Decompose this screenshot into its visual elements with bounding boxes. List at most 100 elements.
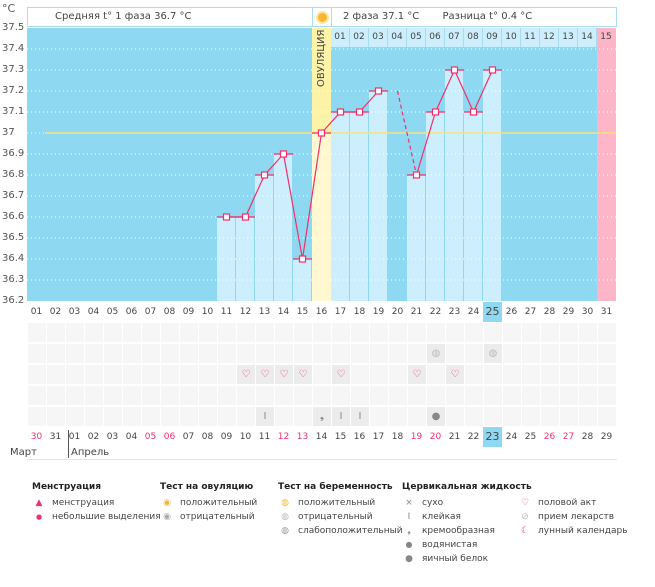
- calendar-date[interactable]: 31: [49, 432, 62, 442]
- heart-icon[interactable]: ♡: [332, 365, 350, 384]
- cycle-day[interactable]: 31: [600, 307, 613, 317]
- mark-cell[interactable]: [579, 386, 597, 405]
- mark-cell[interactable]: [85, 365, 103, 384]
- mark-cell[interactable]: [47, 407, 65, 426]
- mark-cell[interactable]: [142, 386, 160, 405]
- mark-cell[interactable]: [104, 386, 122, 405]
- mark-cell[interactable]: [446, 386, 464, 405]
- calendar-date[interactable]: 11: [258, 432, 271, 442]
- mark-cell[interactable]: [218, 386, 236, 405]
- mark-cell[interactable]: [123, 386, 141, 405]
- cycle-day[interactable]: 10: [201, 307, 214, 317]
- calendar-date[interactable]: 06: [163, 432, 176, 442]
- mark-cell[interactable]: [161, 407, 179, 426]
- mark-cell[interactable]: [161, 386, 179, 405]
- cycle-day[interactable]: 01: [30, 307, 43, 317]
- cycle-day[interactable]: 14: [277, 307, 290, 317]
- mark-cell[interactable]: [465, 323, 483, 342]
- mark-cell[interactable]: [560, 407, 578, 426]
- cycle-day[interactable]: 07: [144, 307, 157, 317]
- cycle-day[interactable]: 24: [467, 307, 480, 317]
- calendar-date[interactable]: 15: [334, 432, 347, 442]
- mark-cell[interactable]: [28, 386, 46, 405]
- mark-cell[interactable]: [427, 323, 445, 342]
- cycle-day[interactable]: 12: [239, 307, 252, 317]
- cycle-day[interactable]: 15: [296, 307, 309, 317]
- calendar-date[interactable]: 29: [600, 432, 613, 442]
- mark-cell[interactable]: [199, 407, 217, 426]
- mark-cell[interactable]: [104, 344, 122, 363]
- mark-cell[interactable]: [123, 323, 141, 342]
- mark-cell[interactable]: [85, 407, 103, 426]
- mark-cell[interactable]: [541, 323, 559, 342]
- mark-cell[interactable]: [294, 323, 312, 342]
- mark-cell[interactable]: [370, 407, 388, 426]
- mark-cell[interactable]: [66, 344, 84, 363]
- mark-cell[interactable]: [66, 323, 84, 342]
- heart-icon[interactable]: ♡: [256, 365, 274, 384]
- mark-cell[interactable]: [560, 386, 578, 405]
- mark-cell[interactable]: [351, 386, 369, 405]
- mark-cell[interactable]: [294, 344, 312, 363]
- mark-cell[interactable]: [484, 386, 502, 405]
- cycle-day[interactable]: 06: [125, 307, 138, 317]
- mark-cell[interactable]: [123, 407, 141, 426]
- mark-cell[interactable]: [85, 344, 103, 363]
- mark-cell[interactable]: [237, 386, 255, 405]
- mark-cell[interactable]: [541, 386, 559, 405]
- calendar-date[interactable]: 09: [220, 432, 233, 442]
- heart-icon[interactable]: ♡: [408, 365, 426, 384]
- mark-cell[interactable]: [218, 365, 236, 384]
- mark-cell[interactable]: [275, 344, 293, 363]
- mark-cell[interactable]: [598, 365, 616, 384]
- mark-cell[interactable]: [446, 323, 464, 342]
- mark-cell[interactable]: [218, 323, 236, 342]
- mark-cell[interactable]: [541, 344, 559, 363]
- mark-cell[interactable]: [351, 344, 369, 363]
- cycle-day[interactable]: 30: [581, 307, 594, 317]
- mark-cell[interactable]: [389, 386, 407, 405]
- mark-cell[interactable]: [465, 386, 483, 405]
- mark-cell[interactable]: [28, 365, 46, 384]
- mark-cell[interactable]: [465, 365, 483, 384]
- mark-cell[interactable]: [579, 365, 597, 384]
- cycle-day[interactable]: 05: [106, 307, 119, 317]
- mark-cell[interactable]: [370, 386, 388, 405]
- mark-cell[interactable]: [446, 407, 464, 426]
- mark-cell[interactable]: [408, 407, 426, 426]
- mark-cell[interactable]: [313, 323, 331, 342]
- mark-cell[interactable]: [579, 407, 597, 426]
- mark-cell[interactable]: [85, 323, 103, 342]
- mark-cell[interactable]: [484, 323, 502, 342]
- mark-cell[interactable]: [256, 386, 274, 405]
- calendar-date[interactable]: 04: [125, 432, 138, 442]
- calendar-date[interactable]: 22: [467, 432, 480, 442]
- calendar-date[interactable]: 19: [410, 432, 423, 442]
- mark-cell[interactable]: [389, 323, 407, 342]
- cycle-day[interactable]: 02: [49, 307, 62, 317]
- mark-cell[interactable]: [218, 344, 236, 363]
- calendar-date[interactable]: 02: [87, 432, 100, 442]
- mark-cell[interactable]: [408, 344, 426, 363]
- cycle-day[interactable]: 28: [543, 307, 556, 317]
- cycle-day[interactable]: 09: [182, 307, 195, 317]
- mark-cell[interactable]: [522, 386, 540, 405]
- mark-cell[interactable]: [427, 386, 445, 405]
- cycle-day[interactable]: 08: [163, 307, 176, 317]
- mark-cell[interactable]: [47, 344, 65, 363]
- calendar-date[interactable]: 08: [201, 432, 214, 442]
- mark-cell[interactable]: [503, 344, 521, 363]
- cycle-day[interactable]: 11: [220, 307, 233, 317]
- mark-cell[interactable]: [66, 407, 84, 426]
- mark-cell[interactable]: [294, 386, 312, 405]
- mark-cell[interactable]: [180, 344, 198, 363]
- mark-cell[interactable]: [66, 365, 84, 384]
- calendar-date[interactable]: 27: [562, 432, 575, 442]
- mark-cell[interactable]: [484, 365, 502, 384]
- calendar-date[interactable]: 16: [353, 432, 366, 442]
- cycle-day[interactable]: 26: [505, 307, 518, 317]
- watery-icon[interactable]: ●: [427, 407, 445, 426]
- mark-cell[interactable]: [180, 407, 198, 426]
- calendar-date[interactable]: 21: [448, 432, 461, 442]
- mark-cell[interactable]: [408, 386, 426, 405]
